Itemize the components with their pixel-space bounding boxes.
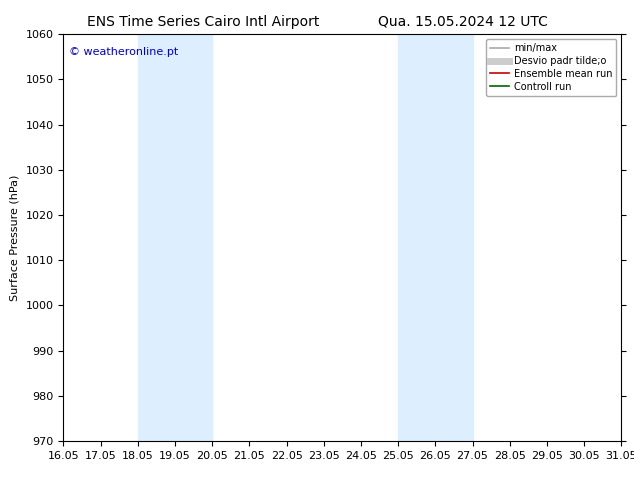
Legend: min/max, Desvio padr tilde;o, Ensemble mean run, Controll run: min/max, Desvio padr tilde;o, Ensemble m…	[486, 39, 616, 96]
Text: © weatheronline.pt: © weatheronline.pt	[69, 47, 178, 56]
Text: Qua. 15.05.2024 12 UTC: Qua. 15.05.2024 12 UTC	[378, 15, 548, 29]
Text: ENS Time Series Cairo Intl Airport: ENS Time Series Cairo Intl Airport	[87, 15, 319, 29]
Bar	[138, 34, 212, 441]
Y-axis label: Surface Pressure (hPa): Surface Pressure (hPa)	[10, 174, 20, 301]
Bar	[398, 34, 472, 441]
